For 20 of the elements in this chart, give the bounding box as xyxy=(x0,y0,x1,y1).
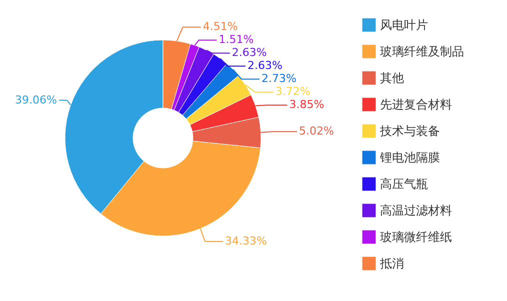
legend-label: 其他 xyxy=(380,71,404,85)
legend-label: 风电叶片 xyxy=(380,18,428,32)
legend-label: 高压气瓶 xyxy=(380,177,428,191)
legend-label: 玻璃微纤维纸 xyxy=(380,230,452,244)
data-label: 5.02% xyxy=(299,124,334,138)
data-label: 2.63% xyxy=(232,46,267,60)
data-label: 3.85% xyxy=(289,98,324,112)
data-label: 2.63% xyxy=(247,59,282,72)
legend-label: 玻璃纤维及制品 xyxy=(380,44,464,58)
legend-label: 锂电池隔膜 xyxy=(379,150,440,164)
legend-label: 技术与装备 xyxy=(379,124,440,138)
legend-label: 抵消 xyxy=(379,256,404,270)
data-label: 39.06% xyxy=(15,93,57,106)
legend-label: 先进复合材料 xyxy=(380,98,452,112)
data-label: 4.51% xyxy=(202,20,238,34)
data-label: 2.73% xyxy=(261,72,296,86)
data-label: 3.72% xyxy=(275,85,310,98)
data-label: 34.33% xyxy=(224,234,267,248)
legend-label: 高温过滤材料 xyxy=(380,204,452,218)
data-label: 1.51% xyxy=(218,33,254,46)
